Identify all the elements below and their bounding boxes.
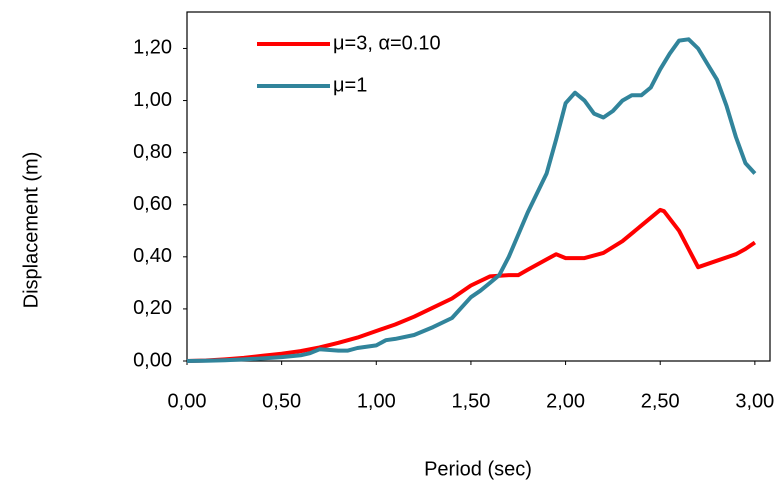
y-tick-label: 0,40: [133, 245, 172, 267]
y-tick-label: 0,80: [133, 141, 172, 163]
y-tick-label: 0,20: [133, 297, 172, 319]
x-tick-label: 2,00: [546, 390, 585, 412]
y-axis-label: Displacement (m): [20, 152, 42, 309]
x-tick-label: 2,50: [641, 390, 680, 412]
x-tick-label: 1,50: [451, 390, 490, 412]
x-tick-label: 0,00: [168, 390, 207, 412]
y-tick-label: 1,00: [133, 89, 172, 111]
y-tick-label: 1,20: [133, 37, 172, 59]
legend-label: μ=1: [333, 74, 367, 96]
x-tick-label: 0,50: [262, 390, 301, 412]
x-tick-label: 1,00: [357, 390, 396, 412]
plot-frame: [186, 11, 771, 362]
y-tick-label: 0,60: [133, 193, 172, 215]
legend-label: μ=3, α=0.10: [333, 32, 441, 54]
series-line: [186, 37, 757, 363]
series-line: [186, 207, 757, 363]
y-tick-label: 0,00: [133, 349, 172, 371]
x-tick-label: 3,00: [735, 390, 774, 412]
x-axis-label: Period (sec): [424, 458, 532, 480]
